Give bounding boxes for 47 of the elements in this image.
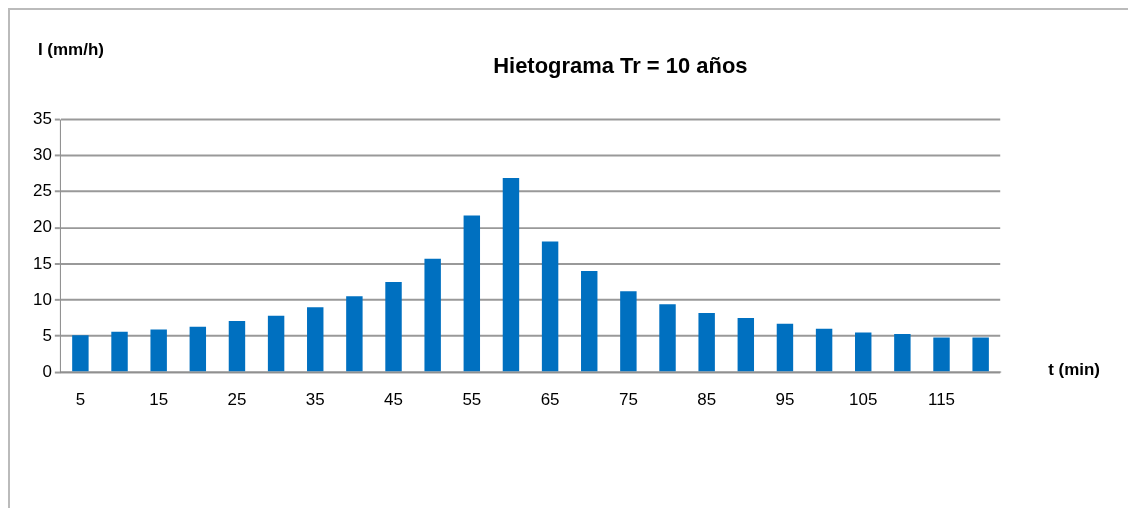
x-tick-label: 5 xyxy=(75,389,86,409)
bar xyxy=(620,291,637,372)
x-tick-label: 55 xyxy=(462,389,482,409)
bar xyxy=(111,331,128,372)
bar xyxy=(72,335,89,372)
bar xyxy=(815,328,833,372)
bar xyxy=(933,337,950,372)
chart-title: Hietograma Tr = 10 años xyxy=(493,52,748,78)
x-tick-label: 105 xyxy=(849,389,878,409)
bar xyxy=(737,318,755,372)
bar xyxy=(385,281,402,372)
bar xyxy=(581,271,598,372)
bar xyxy=(150,329,167,372)
y-tick-label: 20 xyxy=(32,217,52,237)
x-tick-label: 35 xyxy=(305,389,325,409)
y-tick-label: 10 xyxy=(32,289,52,309)
bar xyxy=(894,333,911,372)
y-tick-label: 25 xyxy=(32,181,52,201)
bar xyxy=(267,315,285,372)
bar xyxy=(228,320,246,372)
x-tick-label: 15 xyxy=(149,389,169,409)
x-tick-label: 45 xyxy=(384,389,403,409)
bar xyxy=(659,304,676,372)
bar xyxy=(346,296,363,372)
bar xyxy=(189,326,207,372)
y-tick-label: 15 xyxy=(32,253,52,273)
y-tick-label: 30 xyxy=(32,145,52,165)
bar xyxy=(972,337,989,372)
bar xyxy=(307,307,324,372)
bar xyxy=(463,215,481,372)
bar xyxy=(698,312,715,372)
bar xyxy=(502,178,520,372)
bar xyxy=(776,323,794,372)
x-tick-label: 115 xyxy=(927,389,956,409)
bar xyxy=(541,241,559,372)
y-tick-label: 0 xyxy=(42,361,52,381)
x-tick-label: 85 xyxy=(697,389,717,409)
x-tick-label: 25 xyxy=(227,389,247,409)
bar xyxy=(424,258,441,372)
x-tick-label: 65 xyxy=(540,389,560,409)
bar xyxy=(855,332,872,372)
x-axis-title: t (min) xyxy=(1048,359,1100,379)
y-tick-label: 5 xyxy=(42,325,52,345)
y-axis-title: I (mm/h) xyxy=(37,39,104,59)
x-tick-label: 95 xyxy=(775,389,795,409)
y-tick-label: 35 xyxy=(32,109,52,129)
x-tick-label: 75 xyxy=(618,389,638,409)
